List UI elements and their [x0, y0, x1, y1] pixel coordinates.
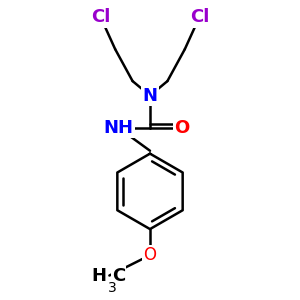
Text: Cl: Cl	[91, 8, 110, 26]
Text: C: C	[112, 266, 125, 284]
Text: O: O	[143, 246, 157, 264]
Text: H: H	[92, 266, 106, 284]
Text: 3: 3	[108, 281, 117, 295]
Text: O: O	[174, 118, 190, 136]
Text: NH: NH	[103, 118, 133, 136]
Text: N: N	[142, 87, 158, 105]
Text: Cl: Cl	[190, 8, 209, 26]
